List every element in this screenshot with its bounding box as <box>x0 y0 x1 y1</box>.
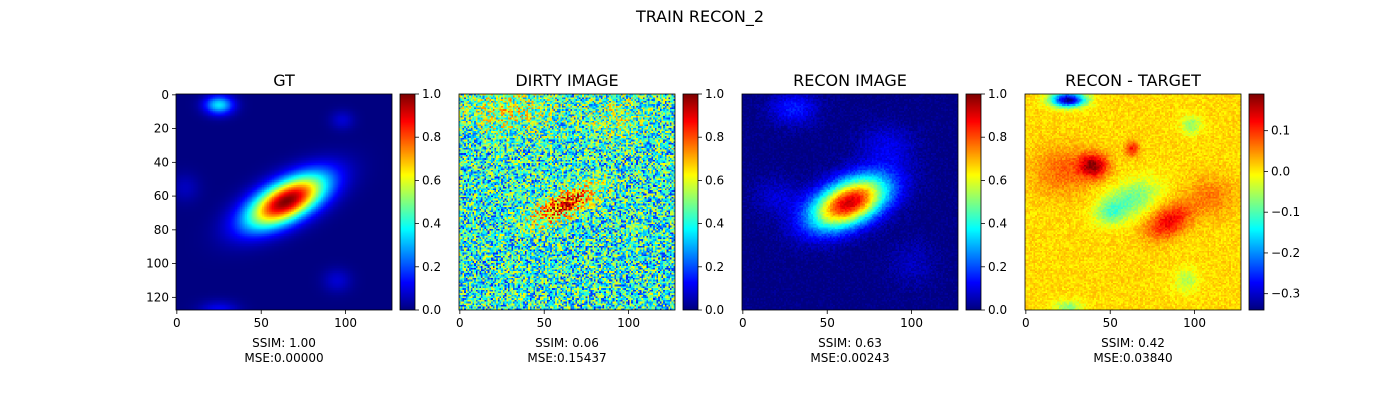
colorbar-tick-label: 1.0 <box>988 87 1007 101</box>
colorbar <box>683 94 698 310</box>
colorbar-tick-label: 0.6 <box>988 173 1007 187</box>
colorbar-tick-label: 0.2 <box>988 260 1007 274</box>
colorbar-tick-label: 0.6 <box>705 173 724 187</box>
panel-title: RECON IMAGE <box>793 71 907 90</box>
y-tick-label: 40 <box>154 155 169 169</box>
panel-0: GT 0 50 100 0 20 40 60 80 100 120 SSIM: 1.00MSE:0.0… <box>146 71 441 365</box>
colorbar-frame <box>965 93 982 311</box>
colorbar-tick-label: 0.0 <box>1271 164 1290 178</box>
colorbar-tick-label: 0.0 <box>705 303 724 317</box>
y-tick-label: 60 <box>154 189 169 203</box>
x-axis-label: SSIM: 0.42 <box>1101 336 1165 350</box>
colorbar-tick-label: 0.8 <box>422 130 441 144</box>
x-tick-label: 100 <box>617 316 640 330</box>
x-tick-label: 50 <box>537 316 552 330</box>
x-tick-label: 100 <box>1183 316 1206 330</box>
colorbar-tick-label: −0.3 <box>1271 287 1300 301</box>
colorbar-tick-label: 0.2 <box>422 260 441 274</box>
x-tick-label: 100 <box>900 316 923 330</box>
axes-frame <box>175 93 393 311</box>
y-tick-label: 20 <box>154 122 169 136</box>
colorbar-tick-label: 0.4 <box>422 217 441 231</box>
colorbar-tick-label: 0.4 <box>705 217 724 231</box>
figure-suptitle: TRAIN RECON_2 <box>635 7 764 27</box>
colorbar-tick-label: 0.0 <box>988 303 1007 317</box>
heatmap-image <box>742 94 958 310</box>
heatmap-image <box>176 94 392 310</box>
x-axis-label: MSE:0.03840 <box>1093 351 1172 365</box>
x-tick-label: 0 <box>173 316 181 330</box>
x-tick-label: 0 <box>739 316 747 330</box>
colorbar-tick-label: −0.1 <box>1271 205 1300 219</box>
x-tick-label: 0 <box>1022 316 1030 330</box>
colorbar-tick-label: 1.0 <box>422 87 441 101</box>
y-tick-label: 0 <box>161 88 169 102</box>
colorbar-tick-label: 0.8 <box>705 130 724 144</box>
axes-frame <box>1024 93 1242 311</box>
heatmap-image <box>459 94 675 310</box>
x-axis-label: SSIM: 1.00 <box>252 336 316 350</box>
colorbar-tick-label: 0.0 <box>422 303 441 317</box>
colorbar <box>400 94 415 310</box>
colorbar <box>966 94 981 310</box>
x-tick-label: 50 <box>254 316 269 330</box>
panel-title: GT <box>273 71 295 90</box>
colorbar-tick-label: 1.0 <box>705 87 724 101</box>
colorbar-frame <box>399 93 416 311</box>
colorbar <box>1249 94 1264 310</box>
colorbar-frame <box>682 93 699 311</box>
x-axis-label: MSE:0.00243 <box>810 351 889 365</box>
panel-title: RECON - TARGET <box>1065 71 1201 90</box>
x-tick-label: 100 <box>334 316 357 330</box>
axes-frame <box>741 93 959 311</box>
y-tick-label: 120 <box>146 290 169 304</box>
colorbar-frame <box>1248 93 1265 311</box>
y-tick-label: 100 <box>146 257 169 271</box>
colorbar-tick-label: 0.8 <box>988 130 1007 144</box>
heatmap-image <box>1025 94 1241 310</box>
x-axis-label: MSE:0.15437 <box>527 351 606 365</box>
colorbar-tick-label: −0.2 <box>1271 246 1300 260</box>
y-tick-label: 80 <box>154 223 169 237</box>
x-axis-label: SSIM: 0.06 <box>535 336 599 350</box>
x-tick-label: 50 <box>1103 316 1118 330</box>
x-tick-label: 0 <box>456 316 464 330</box>
x-tick-label: 50 <box>820 316 835 330</box>
colorbar-tick-label: 0.6 <box>422 173 441 187</box>
colorbar-tick-label: 0.2 <box>705 260 724 274</box>
panel-title: DIRTY IMAGE <box>515 71 618 90</box>
colorbar-tick-label: 0.1 <box>1271 124 1290 138</box>
x-axis-label: MSE:0.00000 <box>244 351 323 365</box>
panel-3: RECON - TARGET 0 50 100 SSIM: 0.42MSE:0.0384… <box>1022 71 1300 365</box>
colorbar-tick-label: 0.4 <box>988 217 1007 231</box>
axes-frame <box>458 93 676 311</box>
x-axis-label: SSIM: 0.63 <box>818 336 882 350</box>
